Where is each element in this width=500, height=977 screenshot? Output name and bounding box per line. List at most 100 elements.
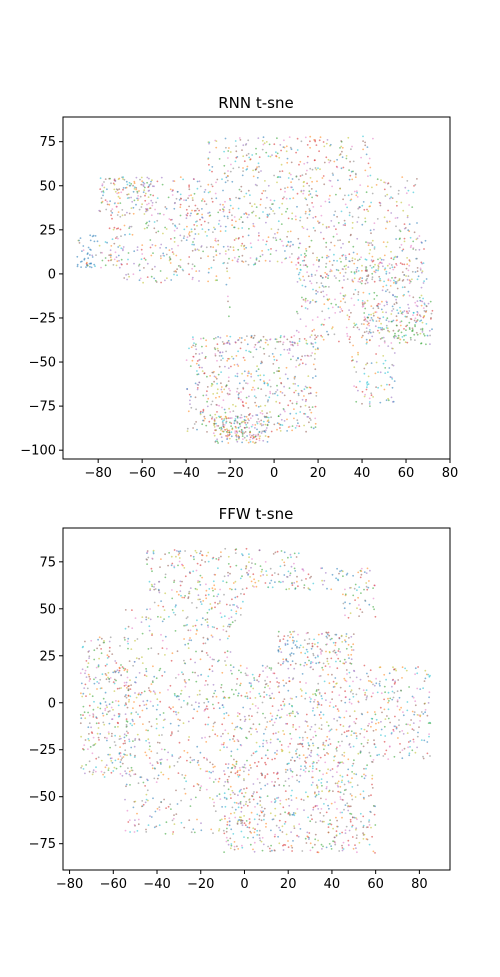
rnn-point xyxy=(413,333,416,336)
rnn-x-tick-label: 60 xyxy=(398,466,415,481)
ffw-point xyxy=(245,567,247,570)
ffw-point xyxy=(152,551,155,553)
ffw-point xyxy=(336,746,338,749)
rnn-point xyxy=(146,226,149,229)
ffw-point xyxy=(355,817,357,819)
ffw-point xyxy=(207,624,209,627)
rnn-point xyxy=(300,389,303,392)
ffw-point xyxy=(187,739,190,741)
ffw-point xyxy=(270,844,272,847)
rnn-point xyxy=(189,214,192,217)
ffw-point xyxy=(258,814,261,817)
ffw-point xyxy=(126,720,129,723)
rnn-point xyxy=(371,255,374,258)
rnn-point xyxy=(344,224,346,227)
ffw-point xyxy=(257,707,260,710)
rnn-point xyxy=(344,254,347,257)
ffw-point xyxy=(137,693,140,696)
rnn-point xyxy=(265,394,267,397)
rnn-point xyxy=(296,192,299,195)
ffw-point xyxy=(337,657,340,660)
rnn-point xyxy=(310,342,313,344)
rnn-point xyxy=(185,239,188,242)
rnn-point xyxy=(328,226,330,228)
rnn-point xyxy=(401,176,404,179)
rnn-point xyxy=(269,385,272,388)
ffw-point xyxy=(359,750,362,752)
ffw-point xyxy=(283,823,286,825)
rnn-point xyxy=(188,273,191,276)
rnn-point xyxy=(226,262,229,264)
rnn-point xyxy=(240,391,242,393)
ffw-point xyxy=(235,548,238,550)
ffw-point xyxy=(133,756,136,758)
rnn-point xyxy=(212,256,215,258)
rnn-point xyxy=(178,199,181,201)
ffw-point xyxy=(204,736,207,739)
ffw-point xyxy=(125,694,127,696)
ffw-point xyxy=(283,703,286,706)
rnn-point xyxy=(357,280,360,283)
rnn-point xyxy=(246,422,249,424)
ffw-point xyxy=(317,633,320,636)
ffw-point xyxy=(151,767,154,770)
ffw-point xyxy=(336,784,339,787)
rnn-point xyxy=(339,153,342,156)
rnn-point xyxy=(182,178,185,181)
rnn-point xyxy=(227,367,230,369)
ffw-point xyxy=(338,762,341,765)
ffw-point xyxy=(316,706,319,709)
ffw-point xyxy=(246,674,249,677)
rnn-point xyxy=(236,375,239,378)
rnn-point xyxy=(422,307,425,309)
ffw-point xyxy=(410,719,412,721)
ffw-point xyxy=(131,769,134,772)
ffw-point xyxy=(391,679,394,682)
ffw-point xyxy=(132,740,134,742)
rnn-point xyxy=(365,266,368,268)
rnn-point xyxy=(395,263,397,265)
rnn-point xyxy=(120,263,123,266)
rnn-point xyxy=(180,197,183,200)
ffw-point xyxy=(214,733,217,736)
rnn-point xyxy=(227,295,229,298)
ffw-point xyxy=(241,553,243,555)
rnn-point xyxy=(106,200,109,203)
ffw-point xyxy=(249,697,252,699)
ffw-point xyxy=(353,587,356,590)
rnn-point xyxy=(216,388,219,391)
ffw-point xyxy=(265,739,268,742)
ffw-point xyxy=(348,742,351,745)
ffw-point xyxy=(153,601,156,604)
rnn-point xyxy=(369,405,371,407)
rnn-point xyxy=(370,392,373,395)
ffw-point xyxy=(226,656,229,659)
rnn-point xyxy=(227,170,229,172)
ffw-point xyxy=(289,631,291,633)
ffw-point xyxy=(263,696,265,698)
rnn-point xyxy=(276,370,278,372)
ffw-point xyxy=(164,592,167,595)
rnn-point xyxy=(304,354,306,357)
ffw-point xyxy=(127,688,130,690)
ffw-point xyxy=(310,575,312,578)
ffw-point xyxy=(350,730,353,733)
ffw-point xyxy=(266,749,269,752)
ffw-point xyxy=(218,707,221,710)
ffw-point xyxy=(263,691,266,693)
ffw-point xyxy=(88,722,91,725)
ffw-point xyxy=(184,595,187,597)
rnn-point xyxy=(383,304,386,307)
rnn-point xyxy=(419,328,422,331)
rnn-point xyxy=(213,226,215,229)
ffw-point xyxy=(266,773,269,776)
ffw-point xyxy=(319,820,322,822)
rnn-point xyxy=(376,178,379,181)
rnn-point xyxy=(341,146,344,149)
rnn-point xyxy=(362,201,365,203)
ffw-point xyxy=(230,616,233,618)
rnn-point xyxy=(249,242,252,245)
ffw-point xyxy=(339,811,342,814)
rnn-point xyxy=(240,341,243,344)
ffw-point xyxy=(244,672,247,675)
